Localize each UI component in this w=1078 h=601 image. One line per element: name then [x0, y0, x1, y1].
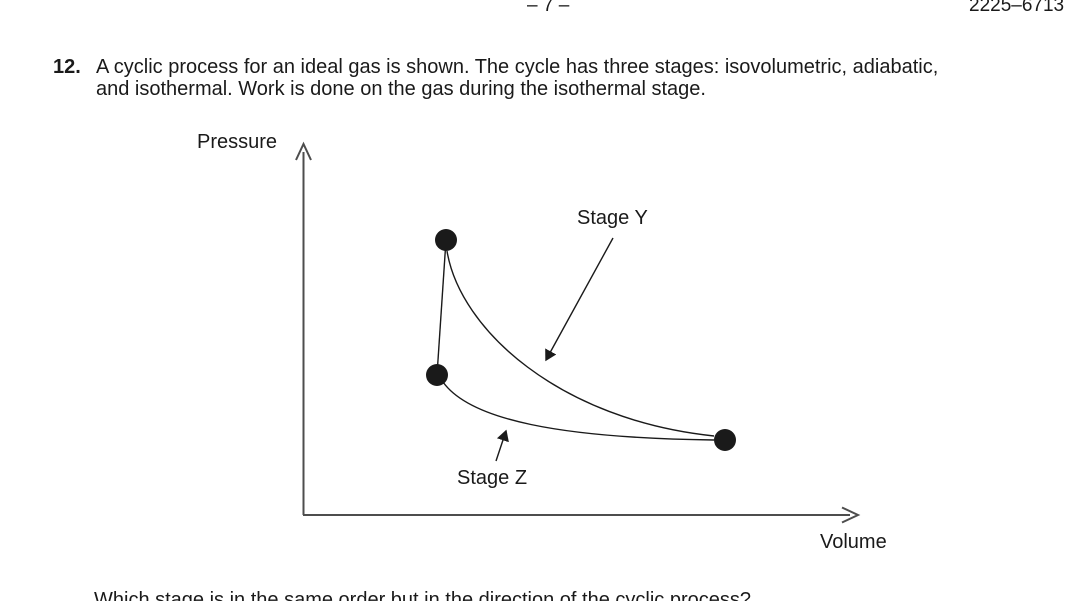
stage-z-curve [442, 381, 715, 441]
question-text-line2: and isothermal. Work is done on the gas … [96, 78, 706, 100]
paper-code: 2225–6713 [969, 0, 1065, 16]
question-text: A cyclic process for an ideal gas is sho… [96, 56, 938, 100]
y-axis-arrowhead-icon [295, 141, 312, 161]
isovolumetric-line [436, 239, 447, 376]
volume-axis-label: Volume [820, 531, 887, 553]
pressure-axis-label: Pressure [197, 131, 278, 153]
state-point-right [714, 429, 736, 451]
stage-z-pointer-arrow-icon [495, 429, 509, 462]
stage-y-pointer-arrow-icon [545, 237, 614, 362]
question-number: 12. [53, 56, 81, 78]
state-point-top [435, 229, 457, 251]
clipped-question-line: Which stage is in the same order but in … [94, 589, 751, 601]
stage-y-curve [446, 250, 715, 437]
x-axis-arrowhead-icon [841, 506, 861, 524]
state-point-middle [426, 364, 448, 386]
page-number: – 7 – [527, 0, 570, 16]
stage-z-label: Stage Z [457, 467, 528, 489]
stage-y-label: Stage Y [577, 207, 648, 229]
question-text-line1: A cyclic process for an ideal gas is sho… [96, 56, 939, 78]
